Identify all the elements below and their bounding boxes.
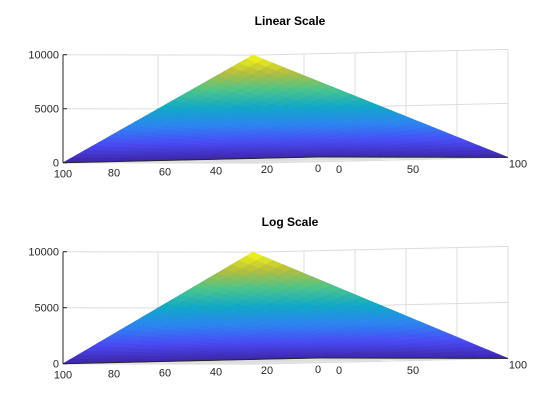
z-tick-label: 0	[53, 359, 59, 371]
grid-line	[62, 245, 509, 253]
z-tick-label: 10000	[28, 247, 59, 259]
subplot-title: Log Scale	[262, 215, 319, 229]
grid-line	[157, 357, 414, 365]
y-tick-label: 80	[108, 168, 120, 180]
y-tick-label: 100	[54, 169, 72, 181]
subplot-2: 0 5000 10000 100 80 60 40 20 0 0 50 100 Log Scale	[28, 215, 527, 382]
x-tick-label: 50	[407, 164, 419, 176]
x-tick-label: 100	[509, 158, 527, 170]
z-tick-label: 5000	[35, 104, 59, 116]
y-tick-label: 20	[261, 164, 273, 176]
grid-line	[252, 357, 509, 365]
x-tick-label: 0	[336, 365, 342, 377]
grid-line	[157, 156, 414, 164]
y-tick-label: 40	[210, 366, 222, 378]
y-tick-label: 20	[261, 365, 273, 377]
y-tick-label: 60	[159, 166, 171, 178]
y-tick-label: 0	[315, 163, 321, 175]
x-tick-label: 100	[509, 359, 527, 371]
z-tick-label: 0	[53, 158, 59, 170]
grid-line	[62, 48, 509, 56]
surface	[62, 54, 509, 163]
subplot-1: 0 5000 10000 100 80 60 40 20 0 0 50 100 Linear Scale	[28, 14, 527, 181]
grid-line	[252, 156, 509, 164]
surface	[61, 251, 509, 365]
y-tick-label: 60	[159, 367, 171, 379]
y-axis-line	[62, 156, 319, 164]
y-axis-line	[62, 357, 319, 365]
subplot-title: Linear Scale	[255, 14, 326, 28]
y-tick-label: 80	[108, 369, 120, 381]
y-tick-label: 100	[54, 370, 72, 382]
y-tick-label: 0	[315, 364, 321, 376]
x-tick-label: 50	[407, 365, 419, 377]
x-tick-label: 0	[336, 164, 342, 176]
axes: 0 5000 10000 100 80 60 40 20 0 0 50 100	[28, 247, 527, 382]
y-tick-label: 40	[210, 165, 222, 177]
z-tick-label: 5000	[35, 303, 59, 315]
z-tick-label: 10000	[28, 50, 59, 62]
axes: 0 5000 10000 100 80 60 40 20 0 0 50 100	[28, 50, 527, 181]
